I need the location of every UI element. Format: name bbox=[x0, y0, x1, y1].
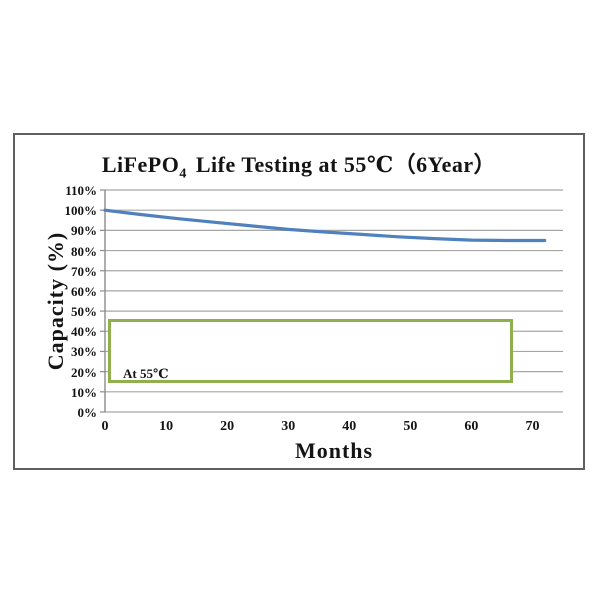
chart-title: LiFePO4 Life Testing at 55℃（6Year） bbox=[15, 147, 583, 182]
x-tick-label: 0 bbox=[101, 419, 109, 434]
y-tick-label: 20% bbox=[71, 364, 97, 380]
y-tick-label: 80% bbox=[71, 243, 97, 259]
y-tick-label: 60% bbox=[71, 283, 97, 299]
y-tick-label: 30% bbox=[71, 344, 97, 360]
y-tick-label: 0% bbox=[77, 405, 98, 420]
y-tick-label: 90% bbox=[71, 223, 97, 239]
annotation-box: At 55℃ Charge 0.1C charge to 3.55V, then… bbox=[108, 319, 513, 383]
x-tick-label: 10 bbox=[159, 419, 174, 434]
y-tick-label: 50% bbox=[71, 304, 97, 320]
x-tick-label: 50 bbox=[403, 419, 418, 434]
capacity-line bbox=[103, 208, 547, 243]
title-text-prefix: LiFePO bbox=[101, 152, 180, 177]
annotation-line: At 55℃ bbox=[123, 366, 169, 381]
y-tick-label: 110% bbox=[65, 183, 97, 198]
chart-frame: LiFePO4 Life Testing at 55℃（6Year） Capaci… bbox=[13, 133, 585, 470]
y-tick-label: 100% bbox=[64, 203, 98, 219]
title-text-suffix: Life Testing at 55℃（6Year） bbox=[195, 152, 497, 177]
x-tick-label: 30 bbox=[281, 419, 296, 434]
x-tick-label: 40 bbox=[342, 419, 357, 434]
y-tick-label: 70% bbox=[71, 263, 97, 279]
x-tick-label: 60 bbox=[464, 419, 479, 434]
title-subscript: 4 bbox=[179, 166, 187, 182]
y-tick-label: 40% bbox=[71, 324, 97, 340]
x-tick-label: 70 bbox=[525, 419, 540, 434]
x-tick-label: 20 bbox=[220, 419, 235, 434]
y-tick-label: 10% bbox=[71, 384, 97, 400]
x-axis-title: Months bbox=[294, 438, 374, 463]
